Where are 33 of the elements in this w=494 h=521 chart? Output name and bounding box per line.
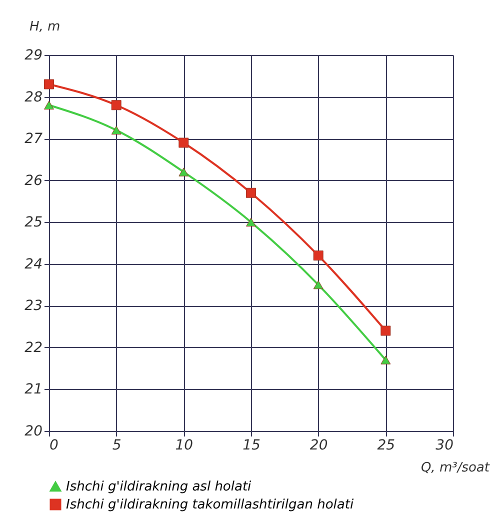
- point: [111, 100, 122, 110]
- point: [44, 79, 54, 90]
- point: [178, 138, 189, 148]
- legend-label: Ishchi g'ildirakning asl holati: [66, 480, 252, 494]
- point: [178, 168, 189, 176]
- x-tick-label: 15: [242, 438, 260, 454]
- y-tick-label: 25: [24, 214, 43, 231]
- point: [313, 280, 324, 290]
- x-axis-title: Q, m³/soat: [420, 460, 490, 476]
- y-tick-label: 28: [24, 89, 43, 106]
- point: [313, 250, 324, 261]
- point: [111, 126, 122, 135]
- y-tick-label: 22: [24, 340, 43, 356]
- y-tick-label: 20: [24, 424, 43, 440]
- x-tick-label: 0: [50, 438, 58, 454]
- y-axis-title: H, m: [30, 20, 60, 34]
- x-tick-label: 5: [112, 438, 122, 454]
- y-tick-label: 21: [24, 382, 42, 398]
- point: [246, 218, 256, 226]
- y-tick-label: 23: [24, 298, 42, 314]
- point: [246, 188, 256, 198]
- legend-label: Ishchi g'ildirakning takomillashtirilgan holati: [66, 498, 354, 512]
- y-tick-label: 26: [24, 172, 43, 189]
- point: [380, 326, 391, 336]
- x-tick-label: 30: [436, 438, 454, 454]
- point: [380, 356, 391, 364]
- y-tick-label: 27: [24, 131, 43, 148]
- y-tick-label: 29: [24, 48, 43, 64]
- point: [44, 100, 54, 110]
- x-tick-label: 20: [310, 438, 328, 454]
- y-tick-label: 24: [24, 256, 42, 272]
- x-tick-label: 25: [377, 438, 396, 454]
- x-tick-label: 10: [175, 438, 194, 454]
